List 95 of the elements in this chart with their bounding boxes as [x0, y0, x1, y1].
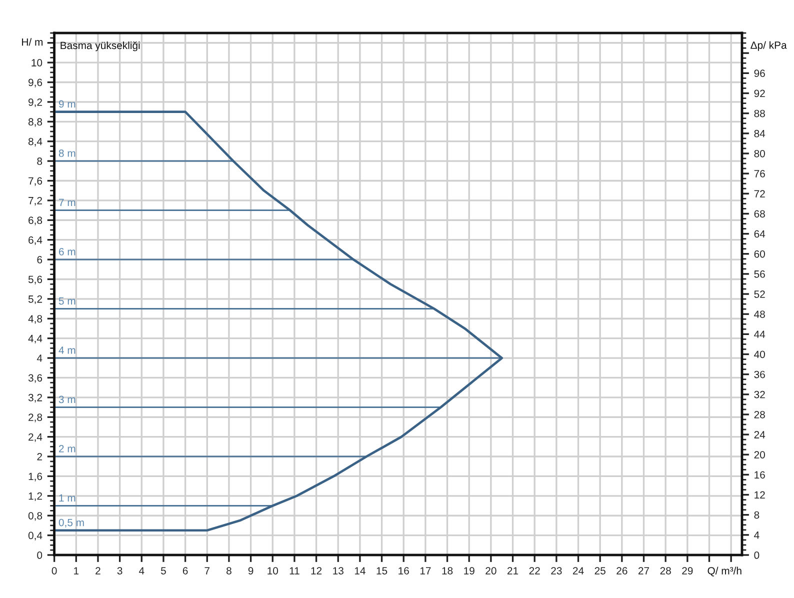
y2-tick-label: 60 — [754, 250, 765, 258]
series-label: 2 m — [59, 444, 76, 452]
y2-tick-label: 8 — [754, 511, 760, 519]
y-tick-label: 6,4 — [28, 236, 42, 245]
y-tick-label: 6,8 — [28, 216, 42, 226]
y-tick-label: 2 — [37, 453, 42, 460]
y2-tick-label: 84 — [754, 130, 766, 138]
x-tick-label: 3 — [117, 567, 122, 574]
x-tick-label: 9 — [248, 567, 254, 574]
x-tick-label: 27 — [638, 567, 650, 574]
annotation: 0,5 m — [58, 518, 84, 528]
y2-tick-label: 92 — [754, 90, 765, 98]
x-tick-label: 10 — [268, 567, 278, 574]
y-tick-label: 0,8 — [28, 512, 42, 521]
x-tick-label: 12 — [311, 567, 322, 574]
series-label: 6 m — [59, 248, 76, 256]
y2-tick-label: 80 — [754, 150, 765, 158]
y2-tick-label: 44 — [754, 330, 766, 338]
y2-tick-label: 64 — [754, 230, 766, 238]
series-label: 8 m — [58, 150, 76, 157]
series-label: 3 m — [58, 396, 76, 404]
y-tick-label: 5,2 — [28, 295, 42, 304]
y2-tick-label: 0 — [754, 552, 760, 559]
series-label: 5 m — [58, 297, 76, 305]
y2-tick-label: 48 — [754, 310, 765, 318]
x-tick-label: 16 — [398, 567, 409, 574]
y-tick-label: 0,4 — [28, 532, 42, 540]
y2-tick-label: 12 — [754, 491, 765, 499]
y2-tick-label: 40 — [754, 350, 765, 358]
y-axis-title: H/ m — [22, 38, 43, 46]
y-tick-label: 7,6 — [28, 177, 42, 186]
x-tick-label: 0 — [52, 567, 57, 574]
y2-tick-label: 96 — [754, 70, 765, 78]
x-tick-label: 23 — [551, 567, 562, 574]
x-tick-label: 24 — [572, 567, 584, 574]
y-tick-label: 1,6 — [28, 472, 42, 482]
y-tick-label: 3,6 — [28, 374, 42, 383]
x-tick-label: 5 — [160, 567, 166, 574]
x-tick-label: 4 — [138, 567, 144, 574]
y-tick-label: 4,8 — [28, 315, 42, 324]
x-tick-label: 19 — [464, 567, 474, 574]
y-tick-label: 1,2 — [28, 492, 42, 502]
y-tick-label: 6 — [37, 256, 42, 264]
y2-tick-label: 72 — [754, 190, 765, 198]
y-tick-label: 9,2 — [28, 98, 42, 108]
x-tick-label: 13 — [333, 567, 344, 574]
y-tick-label: 5,6 — [28, 276, 42, 284]
y2-tick-label: 4 — [754, 532, 760, 539]
y-tick-label: 0 — [37, 552, 42, 559]
y2-tick-label: 56 — [754, 270, 765, 278]
y-tick-label: 8,4 — [28, 138, 42, 146]
series-label: 1 m — [59, 494, 76, 502]
y-tick-label: 4 — [36, 354, 42, 362]
y-tick-label: 2,8 — [28, 414, 42, 422]
x-tick-label: 21 — [507, 567, 518, 574]
x-tick-label: 18 — [442, 567, 453, 574]
y2-tick-label: 16 — [754, 471, 765, 479]
x-tick-label: 14 — [354, 567, 366, 574]
x-axis-title: Q/ m³/h — [708, 566, 742, 576]
y2-tick-label: 24 — [754, 431, 766, 438]
y-tick-label: 8 — [37, 158, 42, 165]
y-tick-label: 3,2 — [28, 394, 42, 403]
y2-axis-title: Δp/ kPa — [750, 41, 787, 51]
x-tick-label: 7 — [204, 567, 210, 574]
y-tick-label: 4,4 — [28, 334, 42, 344]
x-tick-label: 26 — [616, 567, 628, 574]
y-tick-label: 2,4 — [28, 433, 42, 442]
x-tick-label: 6 — [182, 567, 188, 574]
y2-tick-label: 32 — [754, 390, 765, 398]
x-tick-label: 8 — [226, 567, 232, 574]
text: Basma yüksekliği — [60, 41, 140, 52]
y2-tick-label: 20 — [754, 451, 765, 458]
x-tick-label: 15 — [376, 567, 388, 574]
x-tick-label: 29 — [682, 567, 693, 574]
x-tick-label: 28 — [660, 567, 671, 574]
x-tick-label: 17 — [420, 567, 431, 574]
annotation: 9 m — [58, 100, 76, 108]
x-tick-label: 1 — [74, 567, 79, 574]
y2-tick-label: 68 — [754, 210, 765, 218]
y2-tick-label: 36 — [754, 370, 765, 378]
y-tick-label: 9,6 — [28, 78, 42, 88]
series-label: 7 m — [59, 198, 76, 206]
y-tick-label: 7,2 — [28, 196, 42, 206]
x-tick-label: 2 — [96, 567, 100, 574]
series-label: 4 m — [58, 346, 76, 354]
y-tick-label: 10 — [32, 59, 42, 66]
y2-tick-label: 52 — [754, 290, 765, 298]
x-tick-label: 22 — [529, 567, 540, 574]
y2-tick-label: 76 — [754, 170, 765, 178]
y2-tick-label: 28 — [754, 410, 765, 418]
x-tick-label: 11 — [290, 567, 300, 574]
x-tick-label: 25 — [594, 567, 606, 574]
x-tick-label: 20 — [486, 567, 496, 574]
y-tick-label: 8,8 — [28, 118, 42, 127]
y2-tick-label: 88 — [754, 110, 765, 118]
